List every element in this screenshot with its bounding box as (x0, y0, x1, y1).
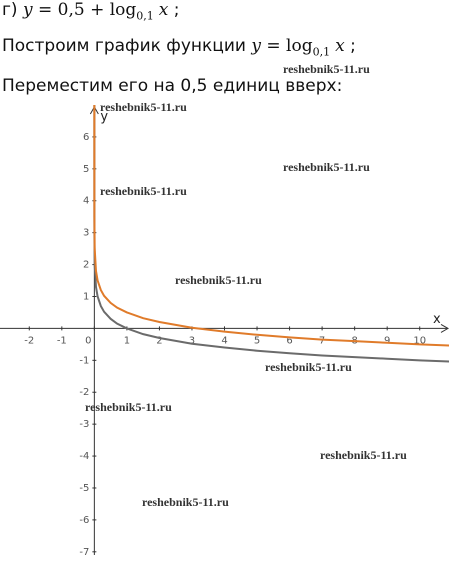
x-tick-label: 7 (319, 335, 325, 346)
watermark: reshebnik5-11.ru (85, 400, 172, 414)
y-tick-label: -6 (79, 515, 89, 526)
math: = log (260, 36, 313, 56)
y-tick-label: -3 (79, 419, 89, 430)
watermark: reshebnik5-11.ru (175, 273, 262, 287)
math: x (158, 0, 169, 20)
x-tick-label: 2 (156, 335, 162, 346)
text: ; (168, 0, 180, 20)
x-tick-label: 10 (413, 335, 426, 346)
text: г) (2, 0, 23, 20)
watermark: reshebnik5-11.ru (320, 448, 407, 462)
math: x (335, 36, 345, 56)
x-tick-label: 0 (85, 335, 91, 346)
x-tick-label: -2 (24, 335, 34, 346)
text-line: г) y = 0,5 + log0,1 x ; (2, 0, 180, 22)
text-line: Переместим его на 0,5 единиц вверх: (2, 76, 343, 96)
plot-area (93, 105, 449, 363)
x-tick-label: 9 (384, 335, 390, 346)
curve (93, 105, 449, 347)
y-tick-label: -1 (79, 355, 89, 366)
math: y (251, 36, 261, 56)
y-axis-label: y (100, 110, 108, 125)
y-tick-label: -2 (79, 387, 89, 398)
watermark: reshebnik5-11.ru (283, 160, 370, 174)
x-tick-label: 3 (189, 335, 195, 346)
y-tick-label: 4 (83, 196, 89, 207)
y-tick-label: 6 (83, 132, 89, 143)
x-arrow (440, 323, 449, 333)
y-tick-label: 2 (83, 260, 89, 271)
math: 0,1 (312, 45, 331, 59)
math: 0,1 (136, 9, 154, 23)
watermark: reshebnik5-11.ru (283, 62, 370, 76)
watermark: reshebnik5-11.ru (100, 100, 187, 114)
x-tick-label: 5 (254, 335, 260, 346)
y-tick-label: -4 (79, 451, 89, 462)
x-tick-label: 4 (221, 335, 227, 346)
x-tick-label: 6 (286, 335, 292, 346)
x-axis-label: x (433, 312, 441, 327)
x-tick-label: 1 (124, 335, 130, 346)
text: ; (344, 36, 356, 56)
watermark: reshebnik5-11.ru (142, 495, 229, 509)
y-tick-label: 3 (83, 228, 89, 239)
y-tick-label: 5 (83, 164, 89, 175)
y-tick-label: 1 (83, 291, 89, 302)
y-tick-label: -7 (79, 547, 89, 558)
math: = 0,5 + log (32, 0, 137, 20)
text-line: Построим график функции y = log0,1 x ; (2, 36, 356, 58)
watermark: reshebnik5-11.ru (100, 184, 187, 198)
x-tick-label: -1 (57, 335, 67, 346)
text: Построим график функции (2, 36, 252, 56)
curve (93, 105, 449, 363)
watermark: reshebnik5-11.ru (265, 360, 352, 374)
y-tick-label: -5 (79, 483, 89, 494)
math: y (22, 0, 33, 20)
